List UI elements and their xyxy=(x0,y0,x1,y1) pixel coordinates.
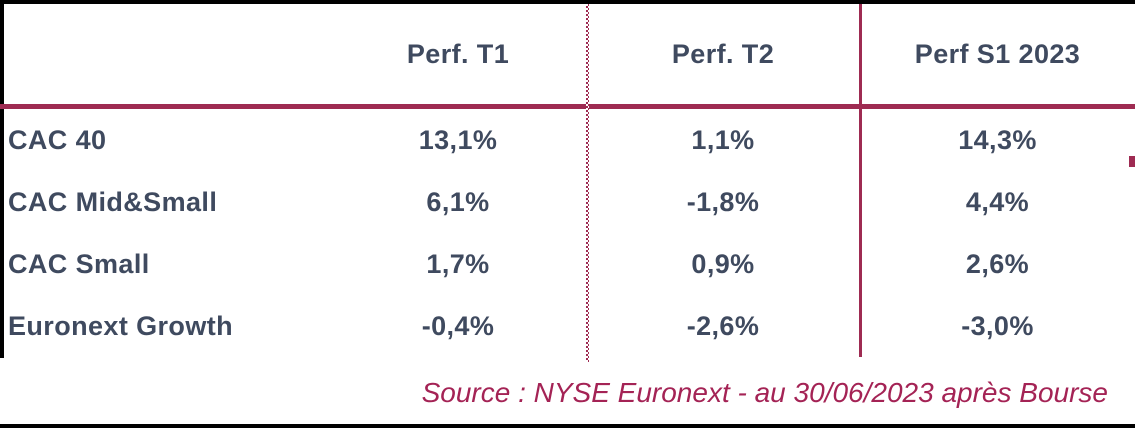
row-label-euronext-growth: Euronext Growth xyxy=(8,310,234,341)
right-edge-marker xyxy=(1129,156,1135,167)
column-header-perf-t2: Perf. T2 xyxy=(671,39,775,69)
source-note: Source : NYSE Euronext - au 30/06/2023 a… xyxy=(421,376,1108,408)
column-separator-solid xyxy=(859,4,862,357)
cell-value: -1,8% xyxy=(686,186,760,217)
cell-value: 13,1% xyxy=(418,124,498,155)
table-outer-border-bottom xyxy=(0,424,1135,428)
table-outer-border-left xyxy=(0,0,4,358)
column-header-perf-s1-2023: Perf S1 2023 xyxy=(914,39,1081,69)
column-header-empty xyxy=(0,0,330,109)
cell-value: -3,0% xyxy=(961,310,1034,341)
column-header-perf-t1: Perf. T1 xyxy=(406,39,510,69)
cell-value: 14,3% xyxy=(958,124,1037,155)
cell-value: 4,4% xyxy=(965,186,1030,217)
cell-value: 1,1% xyxy=(691,124,755,155)
row-label-cac-mid-small: CAC Mid&Small xyxy=(8,186,218,217)
row-label-cac-small: CAC Small xyxy=(8,248,150,279)
cell-value: 6,1% xyxy=(426,186,490,217)
header-rule xyxy=(0,104,1135,109)
column-separator-dotted xyxy=(586,4,589,362)
cell-value: 0,9% xyxy=(691,248,755,279)
cell-value: -0,4% xyxy=(421,310,495,341)
cell-value: 2,6% xyxy=(965,248,1030,279)
cell-value: -2,6% xyxy=(686,310,760,341)
table-outer-border-top xyxy=(0,0,1135,4)
cell-value: 1,7% xyxy=(426,248,490,279)
row-label-cac-40: CAC 40 xyxy=(8,124,107,155)
